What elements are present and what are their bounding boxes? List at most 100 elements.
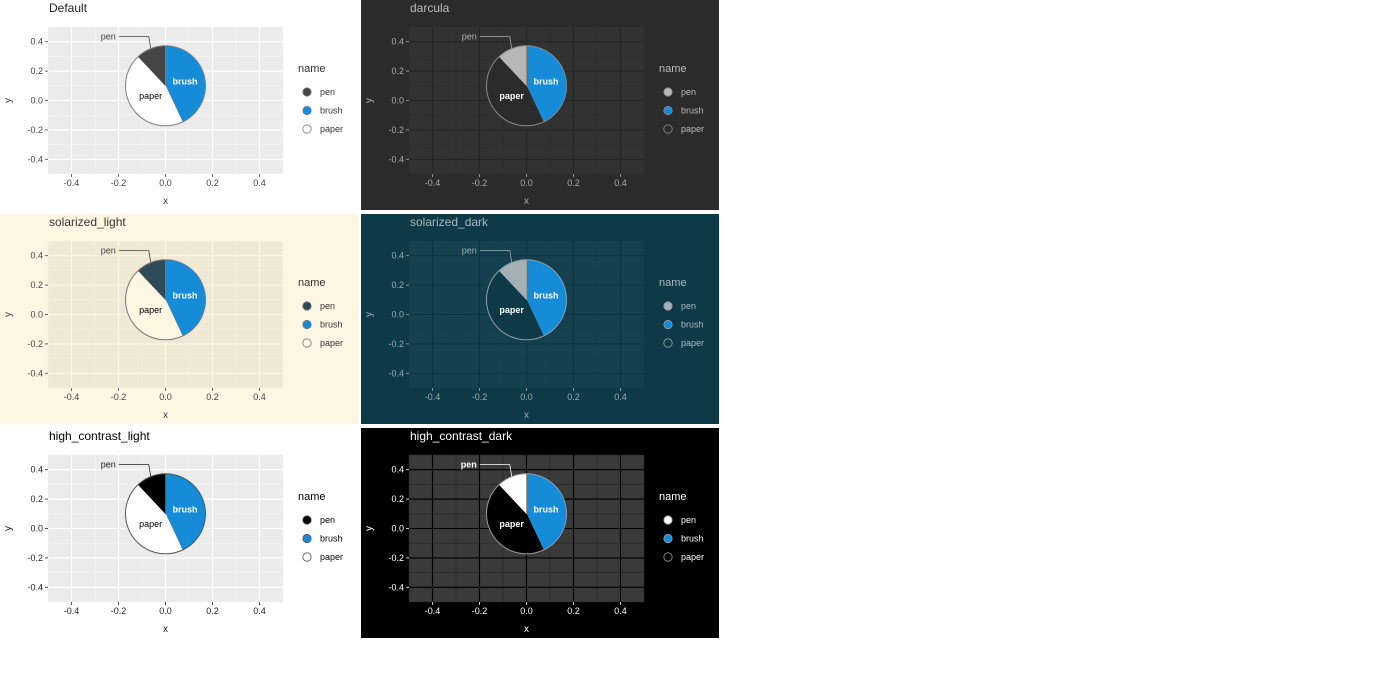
y-tick-label: 0.0 <box>391 310 404 320</box>
legend-label-pen: pen <box>320 515 335 525</box>
legend-key-paper <box>302 552 312 562</box>
y-axis-label: y <box>364 98 375 103</box>
y-tick-label: -0.4 <box>27 582 43 592</box>
y-tick-label: 0.0 <box>391 96 404 106</box>
legend-label-brush: brush <box>320 534 343 544</box>
legend-label-pen: pen <box>681 301 696 311</box>
y-tick-label: 0.2 <box>30 66 43 76</box>
chart-svg: -0.4 -0.2 0.0 0.2 0.4 0.4 0.2 0.0 -0.2 -0.4 x y high… <box>361 428 719 638</box>
x-tick-label: -0.2 <box>111 178 127 188</box>
legend-key-pen <box>663 515 673 525</box>
y-tick-label: 0.0 <box>30 96 43 106</box>
leader-line-pen <box>118 250 152 263</box>
legend-label-brush: brush <box>320 106 343 116</box>
legend-label-paper: paper <box>320 552 343 562</box>
leader-line-pen <box>479 464 513 477</box>
slice-label-brush: brush <box>534 504 559 514</box>
x-tick-label: 0.2 <box>567 606 580 616</box>
slice-label-paper: paper <box>139 305 162 315</box>
y-tick-label: 0.4 <box>30 37 43 47</box>
slice-label-pen: pen <box>101 460 116 470</box>
y-tick-label: -0.2 <box>27 125 43 135</box>
y-tick-label: 0.4 <box>30 251 43 261</box>
y-tick-label: 0.2 <box>391 494 404 504</box>
leader-line-pen <box>118 36 152 49</box>
y-tick-label: 0.0 <box>30 524 43 534</box>
y-axis-label: y <box>364 526 375 531</box>
y-axis-label: y <box>3 98 14 103</box>
chart-svg: -0.4 -0.2 0.0 0.2 0.4 0.4 0.2 0.0 -0.2 -0.4 x y sola… <box>0 214 358 424</box>
x-tick-label: 0.4 <box>253 606 266 616</box>
y-tick-label: -0.2 <box>388 339 404 349</box>
legend-label-paper: paper <box>320 124 343 134</box>
x-tick-label: -0.4 <box>425 606 441 616</box>
chart-panel-solarized-dark: -0.4 -0.2 0.0 0.2 0.4 0.4 0.2 0.0 -0.2 -0.4 x y sola… <box>361 214 719 424</box>
chart-title: Default <box>49 1 88 15</box>
x-tick-label: 0.0 <box>520 392 533 402</box>
y-tick-label: -0.4 <box>27 368 43 378</box>
slice-label-brush: brush <box>534 76 559 86</box>
y-axis-label: y <box>3 312 14 317</box>
slice-label-brush: brush <box>534 290 559 300</box>
slice-label-brush: brush <box>173 504 198 514</box>
x-tick-label: 0.4 <box>253 178 266 188</box>
y-tick-label: 0.4 <box>30 465 43 475</box>
legend-key-brush <box>302 319 312 330</box>
y-axis-label: y <box>3 526 14 531</box>
slice-label-paper: paper <box>499 305 524 315</box>
x-tick-label: -0.2 <box>111 392 127 402</box>
slice-label-paper: paper <box>139 91 162 101</box>
y-tick-label: 0.4 <box>391 251 404 261</box>
y-tick-label: -0.4 <box>388 368 404 378</box>
legend-key-pen <box>663 301 673 311</box>
x-axis-label: x <box>524 410 529 421</box>
pie-outline <box>125 473 206 555</box>
x-tick-label: 0.4 <box>253 392 266 402</box>
legend-label-paper: paper <box>320 338 343 348</box>
y-tick-label: -0.4 <box>388 582 404 592</box>
slice-label-pen: pen <box>101 246 116 256</box>
x-tick-label: 0.0 <box>159 178 172 188</box>
y-tick-label: 0.2 <box>391 280 404 290</box>
legend-key-paper <box>302 124 312 134</box>
y-tick-label: -0.2 <box>388 125 404 135</box>
x-tick-label: 0.0 <box>159 392 172 402</box>
y-tick-label: -0.2 <box>27 339 43 349</box>
legend-title: name <box>298 491 326 503</box>
legend-title: name <box>298 277 326 289</box>
legend-label-pen: pen <box>320 301 335 311</box>
chart-svg: -0.4 -0.2 0.0 0.2 0.4 0.4 0.2 0.0 -0.2 -0.4 x y sola… <box>361 214 719 424</box>
pie-outline <box>486 259 567 341</box>
x-tick-label: 0.2 <box>567 392 580 402</box>
x-axis-label: x <box>163 624 168 635</box>
leader-line-pen <box>118 464 152 477</box>
leader-line-pen <box>479 250 513 263</box>
legend-label-pen: pen <box>320 87 335 97</box>
legend-key-paper <box>302 338 312 348</box>
legend-title: name <box>659 277 687 289</box>
legend-title: name <box>298 63 326 75</box>
chart-panel-high-contrast-light: -0.4 -0.2 0.0 0.2 0.4 0.4 0.2 0.0 -0.2 -0.4 x y high… <box>0 428 358 638</box>
y-tick-label: 0.4 <box>391 37 404 47</box>
y-tick-label: -0.4 <box>388 154 404 164</box>
chart-title: darcula <box>410 1 450 15</box>
y-tick-label: -0.2 <box>388 553 404 563</box>
y-tick-label: 0.2 <box>30 494 43 504</box>
slice-label-pen: pen <box>101 32 116 42</box>
x-tick-label: -0.4 <box>425 178 441 188</box>
legend-key-paper <box>663 124 673 134</box>
chart-title: high_contrast_dark <box>410 429 513 443</box>
legend-label-pen: pen <box>681 87 696 97</box>
x-tick-label: -0.4 <box>425 392 441 402</box>
slice-label-brush: brush <box>173 290 198 300</box>
slice-label-paper: paper <box>499 519 524 529</box>
x-tick-label: 0.2 <box>567 178 580 188</box>
x-axis-label: x <box>524 196 529 207</box>
chart-panel-high-contrast-dark: -0.4 -0.2 0.0 0.2 0.4 0.4 0.2 0.0 -0.2 -0.4 x y high… <box>361 428 719 638</box>
legend-key-pen <box>302 515 312 525</box>
y-tick-label: 0.2 <box>30 280 43 290</box>
legend-key-paper <box>663 552 673 562</box>
legend-key-pen <box>302 87 312 97</box>
legend-key-brush <box>663 533 673 544</box>
chart-panel-default: -0.4 -0.2 0.0 0.2 0.4 0.4 0.2 0.0 -0.2 -0.4 x y Defa… <box>0 0 358 210</box>
